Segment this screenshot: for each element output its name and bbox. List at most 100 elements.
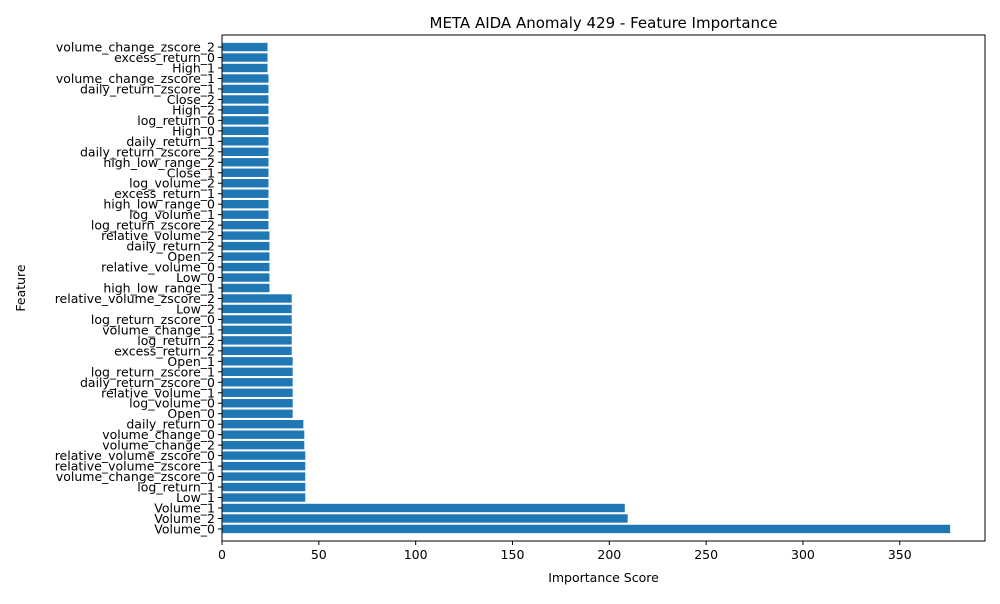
y-tick-label: Close_1	[167, 165, 215, 180]
y-tick-label: Open_0	[167, 406, 215, 421]
bar-high_low_range_2	[222, 158, 269, 167]
x-tick-label: 0	[218, 547, 226, 562]
y-tick-label: log_return_zscore_2	[91, 218, 215, 233]
x-tick-label: 50	[311, 547, 327, 562]
x-tick-label: 200	[597, 547, 621, 562]
y-tick-label: log_return_zscore_1	[91, 364, 215, 379]
y-axis: Volume_0Volume_2Volume_1Low_1log_return_…	[55, 40, 222, 536]
y-tick-label: relative_volume_0	[101, 260, 215, 275]
bar-daily_return_2	[222, 241, 270, 251]
y-tick-label: excess_return_0	[114, 50, 215, 65]
y-tick-label: daily_return_zscore_2	[80, 144, 215, 159]
bar-Volume_1	[222, 503, 625, 513]
bar-Low_0	[222, 273, 270, 282]
y-tick-label: High_1	[172, 61, 215, 76]
bar-Volume_2	[222, 514, 628, 523]
x-tick-label: 150	[501, 547, 525, 562]
y-tick-label: volume_change_0	[102, 427, 215, 442]
y-tick-label: log_return_0	[137, 113, 215, 128]
y-tick-label: Low_2	[176, 301, 215, 316]
bar-relative_volume_1	[222, 388, 293, 397]
y-tick-label: High_0	[172, 123, 215, 138]
bar-volume_change_0	[222, 430, 305, 439]
y-tick-label: volume_change_zscore_2	[56, 40, 215, 55]
bar-log_return_2	[222, 336, 292, 345]
bar-high_low_range_0	[222, 200, 269, 209]
y-tick-label: log_return_zscore_0	[91, 312, 215, 327]
bar-daily_return_1	[222, 137, 269, 146]
bar-log_return_zscore_2	[222, 220, 269, 230]
y-tick-label: log_return_2	[137, 333, 215, 348]
bar-relative_volume_zscore_2	[222, 294, 292, 303]
y-tick-label: log_return_1	[137, 480, 215, 495]
bar-High_1	[222, 63, 268, 73]
y-tick-label: Volume_0	[154, 521, 215, 536]
y-axis-label: Feature	[13, 264, 28, 312]
y-tick-label: volume_change_1	[102, 322, 215, 337]
y-tick-label: Open_2	[167, 249, 215, 264]
y-tick-label: volume_change_2	[102, 438, 215, 453]
y-tick-label: volume_change_zscore_0	[56, 469, 215, 484]
bar-daily_return_zscore_1	[222, 84, 269, 94]
y-tick-label: high_low_range_2	[103, 155, 215, 170]
bar-log_volume_1	[222, 210, 269, 219]
bar-log_volume_0	[222, 399, 293, 408]
bar-Volume_0	[222, 524, 951, 534]
y-tick-label: relative_volume_zscore_2	[55, 291, 215, 306]
bar-High_0	[222, 126, 269, 136]
y-tick-label: Close_2	[167, 92, 215, 107]
y-tick-label: excess_return_2	[114, 343, 215, 358]
y-tick-label: volume_change_zscore_1	[56, 71, 215, 86]
x-axis: 0 50 100 150 200 250 300 350	[218, 541, 912, 562]
bar-Open_1	[222, 357, 293, 366]
bar-volume_change_zscore_2	[222, 42, 268, 52]
y-tick-label: Volume_1	[154, 501, 215, 516]
y-tick-label: excess_return_1	[114, 186, 215, 201]
bar-daily_return_0	[222, 420, 304, 429]
bar-relative_volume_2	[222, 231, 270, 240]
bar-log_return_zscore_1	[222, 367, 293, 376]
x-tick-label: 250	[694, 547, 718, 562]
y-tick-label: High_2	[172, 102, 215, 117]
bar-log_return_zscore_0	[222, 315, 292, 324]
y-tick-label: log_volume_0	[129, 396, 215, 411]
y-tick-label: Low_1	[176, 490, 215, 505]
bar-Open_2	[222, 252, 270, 261]
bar-relative_volume_zscore_0	[222, 451, 306, 460]
bar-volume_change_zscore_0	[222, 472, 306, 481]
bar-Close_1	[222, 168, 269, 177]
bar-volume_change_zscore_1	[222, 74, 269, 83]
y-tick-label: Low_0	[176, 270, 215, 285]
bar-Low_2	[222, 304, 292, 314]
y-tick-label: daily_return_0	[126, 417, 215, 432]
y-tick-label: daily_return_zscore_1	[80, 81, 215, 96]
y-tick-label: high_low_range_1	[103, 281, 215, 296]
bar-daily_return_zscore_0	[222, 378, 293, 387]
bar-High_2	[222, 105, 269, 115]
bar-Close_2	[222, 95, 269, 104]
bar-excess_return_0	[222, 53, 268, 62]
y-tick-label: daily_return_1	[126, 134, 215, 149]
y-tick-label: daily_return_zscore_0	[80, 375, 215, 390]
y-tick-label: high_low_range_0	[103, 197, 215, 212]
x-tick-label: 350	[888, 547, 912, 562]
bar-volume_change_1	[222, 325, 292, 335]
bar-log_return_1	[222, 482, 306, 492]
bar-excess_return_2	[222, 346, 292, 356]
bar-high_low_range_1	[222, 283, 270, 293]
plot-frame	[221, 34, 986, 542]
bar-Low_1	[222, 493, 306, 502]
bar-Open_0	[222, 409, 293, 418]
x-tick-label: 300	[791, 547, 815, 562]
bar-excess_return_1	[222, 189, 269, 198]
bar-relative_volume_0	[222, 262, 270, 272]
bar-log_volume_2	[222, 179, 269, 188]
y-tick-label: Open_1	[167, 354, 215, 369]
bar-daily_return_zscore_2	[222, 147, 269, 156]
y-tick-label: relative_volume_zscore_0	[55, 448, 215, 463]
y-tick-label: relative_volume_1	[101, 385, 215, 400]
bars-group	[222, 42, 951, 534]
bar-log_return_0	[222, 116, 269, 125]
bar-volume_change_2	[222, 440, 305, 450]
